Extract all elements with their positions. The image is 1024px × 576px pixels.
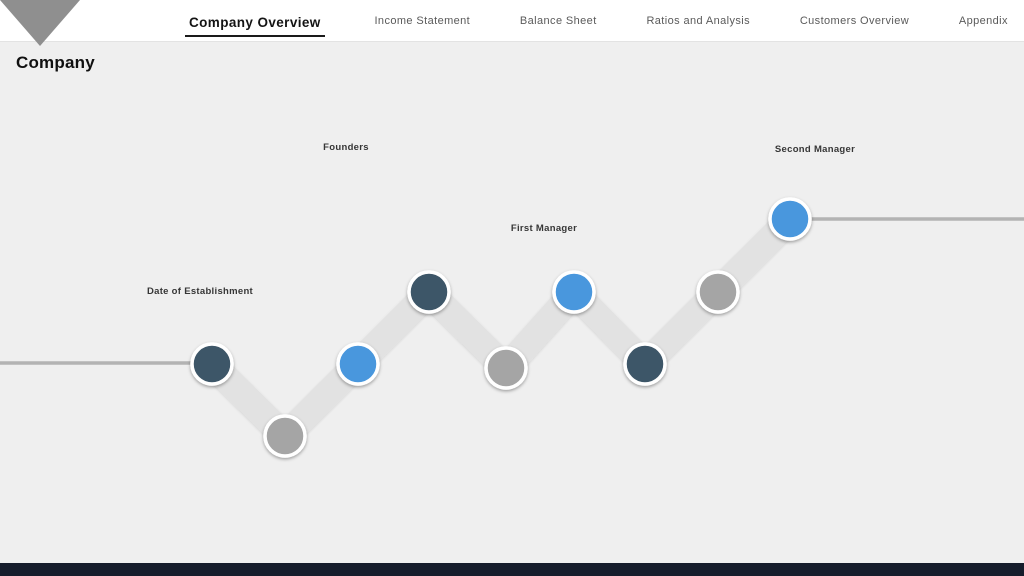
timeline-node-establishment xyxy=(190,342,234,386)
timeline-node-5 xyxy=(484,346,528,390)
tab-appendix[interactable]: Appendix xyxy=(958,15,1008,27)
milestone-label-date-of-establishment: Date of Establishment xyxy=(146,286,254,297)
timeline-node-8 xyxy=(696,270,740,314)
tab-balance-sheet[interactable]: Balance Sheet xyxy=(519,15,597,27)
tab-income-statement[interactable]: Income Statement xyxy=(374,15,471,27)
milestone-label-first-manager: First Manager xyxy=(510,223,578,234)
slide-area: Company Date of Establishment Founders F… xyxy=(0,42,1024,563)
tab-ratios-and-analysis[interactable]: Ratios and Analysis xyxy=(646,15,751,27)
timeline-node-7 xyxy=(623,342,667,386)
timeline-node-founders xyxy=(407,270,451,314)
tab-bar: Company Overview Income Statement Balanc… xyxy=(185,0,1008,42)
tab-customers-overview[interactable]: Customers Overview xyxy=(799,15,910,27)
tab-company-overview[interactable]: Company Overview xyxy=(185,15,325,37)
timeline-node-first-manager xyxy=(552,270,596,314)
timeline-graphic xyxy=(0,197,1024,458)
nav-bar: Company Overview Income Statement Balanc… xyxy=(0,0,1024,46)
timeline-node-second-manager xyxy=(768,197,812,241)
milestone-label-second-manager: Second Manager xyxy=(774,144,856,155)
corner-triangle-decoration xyxy=(0,0,80,46)
bottom-bar xyxy=(0,563,1024,576)
timeline-zigzag-band xyxy=(202,209,800,456)
timeline-node-2 xyxy=(263,414,307,458)
milestone-label-founders: Founders xyxy=(323,142,369,153)
timeline-node-3 xyxy=(336,342,380,386)
page-title: Company xyxy=(16,53,95,72)
